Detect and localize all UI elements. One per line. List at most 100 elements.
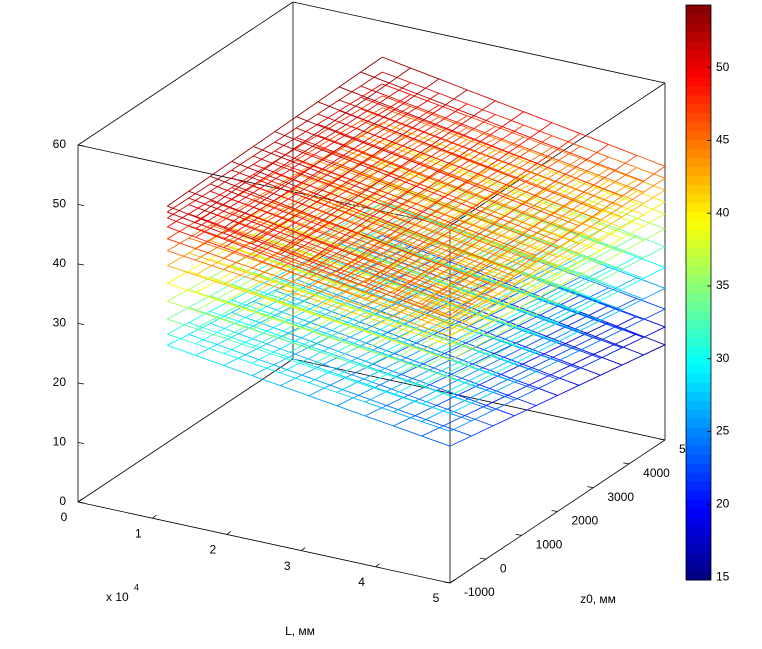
- mesh-edge: [167, 225, 190, 240]
- mesh-edge: [329, 274, 359, 286]
- mesh-edge: [273, 223, 303, 236]
- mesh-edge: [301, 350, 324, 363]
- mesh-edge: [339, 135, 362, 149]
- mesh-edge: [500, 222, 523, 237]
- mesh-edge: [530, 311, 559, 323]
- mesh-edge: [436, 262, 459, 277]
- y-axis-label: z0, мм: [580, 592, 616, 606]
- mesh-edge: [501, 161, 531, 173]
- colorbar-cell: [686, 238, 711, 249]
- mesh-edge: [557, 262, 580, 276]
- mesh-edge: [464, 327, 494, 338]
- colorbar-cell: [686, 211, 711, 222]
- mesh-edge: [309, 321, 339, 334]
- mesh-edge: [245, 197, 268, 214]
- mesh-edge: [309, 167, 339, 180]
- mesh-edge: [280, 254, 303, 269]
- mesh-edge: [288, 185, 311, 200]
- mesh-edge: [231, 146, 254, 162]
- mesh-edge: [253, 155, 282, 168]
- mesh-edge: [216, 262, 246, 273]
- mesh-edge: [429, 243, 459, 256]
- colorbar-cell: [686, 202, 711, 213]
- mesh-edge: [410, 150, 439, 163]
- mesh-edge: [464, 299, 487, 313]
- mesh-edge: [380, 177, 403, 192]
- mesh-edge: [449, 303, 472, 319]
- mesh-edge: [359, 182, 389, 194]
- mesh-edge: [251, 375, 281, 387]
- mesh-edge: [452, 142, 481, 154]
- mesh-edge: [471, 321, 494, 334]
- colorbar-cell: [686, 13, 711, 24]
- mesh-edge: [443, 338, 472, 349]
- mesh-edge: [429, 269, 459, 280]
- mesh-edge: [216, 249, 239, 264]
- mesh-edge: [409, 189, 438, 202]
- mesh-edge: [421, 403, 451, 414]
- mesh-edge: [288, 182, 317, 195]
- mesh-edge: [529, 301, 551, 313]
- mesh-edge: [643, 344, 666, 356]
- mesh-edge: [308, 250, 331, 266]
- mesh-edge: [386, 285, 416, 298]
- mesh-edge: [301, 297, 324, 310]
- mesh-edge: [367, 82, 390, 99]
- mesh-edge: [386, 271, 416, 284]
- mesh-edge: [449, 420, 472, 432]
- mesh-edge: [558, 246, 588, 258]
- mesh-edge: [522, 198, 545, 214]
- mesh-edge: [394, 264, 424, 276]
- colorbar-cell: [686, 22, 711, 33]
- mesh-edge: [600, 329, 623, 341]
- mesh-edge: [351, 252, 381, 264]
- mesh-edge: [188, 225, 218, 236]
- colorbar-cell: [686, 319, 711, 329]
- mesh-edge: [210, 177, 233, 192]
- mesh-edge: [308, 264, 338, 277]
- mesh-edge: [324, 170, 347, 185]
- mesh-edge: [536, 148, 559, 164]
- mesh-edge: [500, 254, 523, 268]
- mesh-edge: [401, 241, 430, 253]
- mesh-edge: [550, 374, 580, 386]
- mesh-edge: [337, 271, 360, 284]
- mesh-edge: [486, 280, 515, 293]
- mesh-edge: [430, 130, 453, 146]
- mesh-edge: [414, 372, 437, 385]
- mesh-edge: [523, 175, 553, 187]
- mesh-edge: [458, 185, 481, 200]
- mesh-edge: [273, 364, 303, 376]
- mesh-edge: [296, 147, 325, 160]
- mesh-edge: [251, 223, 274, 240]
- mesh-edge: [336, 391, 366, 403]
- mesh-edge: [535, 360, 558, 373]
- mesh-edge: [636, 315, 666, 328]
- mesh-edge: [387, 213, 417, 225]
- mesh-edge: [351, 295, 374, 308]
- mesh-edge: [372, 208, 395, 224]
- mesh-edge: [480, 163, 510, 175]
- mesh-edge: [414, 354, 437, 367]
- mesh-edge: [457, 290, 487, 301]
- mesh-edge: [558, 256, 581, 268]
- mesh-edge: [294, 287, 324, 299]
- mesh-edge: [266, 259, 296, 270]
- mesh-edge: [323, 285, 346, 299]
- mesh-edge: [358, 384, 381, 396]
- mesh-edge: [358, 381, 387, 392]
- mesh-edge: [437, 332, 467, 344]
- mesh-edge: [437, 170, 467, 183]
- mesh-edge: [359, 190, 382, 205]
- colorbar-cell: [686, 346, 711, 356]
- mesh-edge: [323, 350, 352, 362]
- mesh-edge: [386, 337, 416, 349]
- mesh-edge: [366, 174, 389, 191]
- mesh-edge: [472, 207, 502, 220]
- mesh-edge: [188, 252, 218, 264]
- mesh-edge: [449, 402, 472, 414]
- mesh-edge: [636, 217, 666, 230]
- z-tick: [77, 204, 85, 206]
- mesh-edge: [336, 321, 366, 333]
- mesh-edge: [600, 195, 623, 212]
